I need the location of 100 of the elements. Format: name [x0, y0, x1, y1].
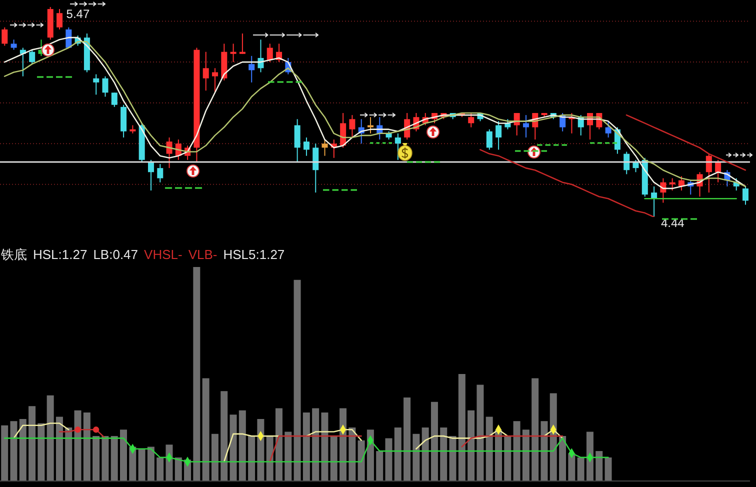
bar — [495, 430, 502, 481]
bar — [596, 451, 603, 481]
candlestick — [266, 43, 273, 63]
annotation: 5.47 — [66, 7, 90, 21]
candlestick — [468, 112, 474, 128]
bar — [330, 436, 338, 481]
bar — [65, 428, 72, 481]
text: VLB- — [188, 247, 218, 262]
bar — [92, 436, 100, 481]
candlestick — [632, 159, 639, 173]
bar — [458, 374, 466, 481]
bar — [302, 412, 310, 481]
candlestick — [394, 132, 401, 160]
bar — [394, 428, 402, 481]
bar — [238, 410, 246, 481]
candlestick — [486, 128, 492, 150]
candlestick — [303, 136, 310, 156]
bar — [294, 280, 301, 481]
bar — [559, 436, 566, 481]
point — [92, 426, 100, 433]
candlestick — [368, 116, 374, 134]
bar — [174, 457, 182, 481]
candlestick — [669, 178, 676, 191]
bar — [422, 428, 429, 481]
bar — [211, 434, 218, 481]
text: HSL5:1.27 — [223, 247, 285, 262]
bar — [468, 410, 475, 481]
bar — [28, 406, 36, 481]
bar — [284, 432, 292, 481]
bar — [404, 398, 411, 481]
candlestick — [522, 114, 529, 138]
bar — [568, 453, 576, 481]
candlestick — [651, 186, 658, 217]
bar — [604, 457, 612, 481]
candlestick — [496, 120, 502, 150]
bar — [147, 446, 154, 481]
bar — [83, 412, 90, 481]
bar — [257, 418, 264, 481]
bar — [586, 432, 594, 481]
bar — [156, 457, 164, 481]
candlestick — [202, 51, 209, 92]
bar — [220, 391, 228, 481]
candlestick — [715, 159, 722, 183]
bar — [412, 434, 420, 481]
candlestick — [605, 120, 612, 138]
candlestick — [102, 76, 108, 98]
bar — [275, 408, 282, 481]
candlestick — [742, 186, 748, 206]
bar — [10, 421, 18, 481]
candlestick — [93, 74, 100, 96]
bar — [102, 436, 109, 481]
bar — [513, 421, 520, 481]
candlestick — [349, 114, 356, 138]
candlestick — [294, 118, 300, 162]
candlestick — [157, 163, 164, 183]
bar — [449, 436, 456, 481]
bar — [1, 425, 8, 481]
bar — [358, 440, 365, 481]
bar — [376, 451, 384, 481]
candlestick — [56, 8, 63, 30]
candlestick — [248, 55, 255, 83]
bar — [38, 423, 45, 481]
bar — [348, 428, 356, 481]
bar — [385, 438, 392, 481]
candlestick — [322, 139, 328, 156]
bar — [504, 436, 512, 481]
candlestick — [10, 39, 17, 50]
bar — [532, 378, 539, 481]
bar — [74, 410, 82, 481]
candlestick — [239, 33, 246, 54]
bar — [522, 430, 530, 481]
bar — [540, 421, 548, 481]
bar — [440, 428, 448, 481]
text: VHSL- — [144, 247, 182, 262]
bar — [266, 436, 274, 481]
bar — [230, 414, 237, 481]
candlestick — [312, 143, 319, 194]
candlestick — [2, 26, 8, 46]
bar — [577, 457, 584, 481]
candlestick — [166, 136, 172, 169]
candlestick — [340, 112, 346, 148]
text: HSL:1.27 — [33, 247, 88, 262]
bar — [19, 418, 26, 481]
point — [74, 426, 81, 433]
candlestick — [148, 159, 154, 191]
bar — [46, 395, 54, 481]
candlestick — [230, 43, 236, 63]
bar — [321, 412, 328, 481]
candlestick — [29, 49, 36, 65]
chart-title: 铁底 — [1, 247, 27, 262]
bar — [248, 436, 256, 481]
bar — [193, 267, 200, 481]
candlestick — [111, 92, 118, 108]
annotation: 4.44 — [660, 216, 685, 230]
bar — [486, 416, 493, 481]
bar — [430, 402, 438, 481]
bar — [138, 448, 146, 481]
bar — [476, 384, 484, 481]
bar — [56, 416, 63, 481]
text: LB:0.47 — [93, 247, 138, 262]
